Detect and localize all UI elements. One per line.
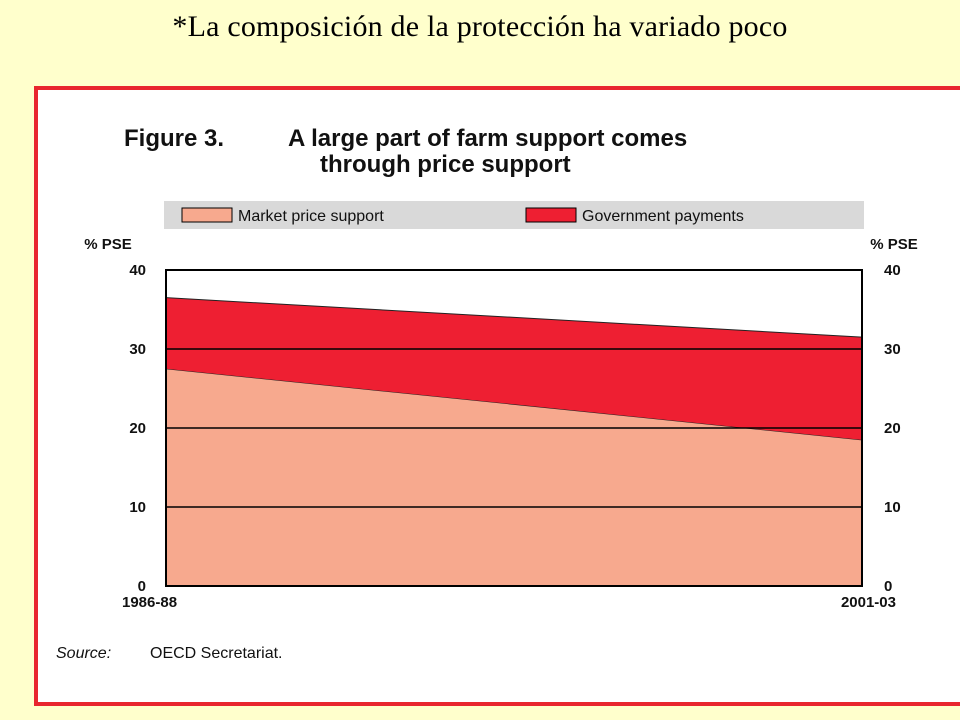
legend-background <box>164 201 864 229</box>
source-label: Source: <box>56 645 111 662</box>
legend-swatch-market-price-support <box>181 207 233 223</box>
legend-label-market-price-support: Market price support <box>238 208 384 225</box>
y-tick-left-30: 30 <box>129 341 146 358</box>
figure-frame: Figure 3. A large part of farm support c… <box>34 86 960 706</box>
y-tick-right-0: 0 <box>884 578 892 595</box>
area-edge-government-payments <box>165 297 863 338</box>
slide-title: *La composición de la protección ha vari… <box>172 10 788 43</box>
y-axis-unit-right: % PSE <box>870 236 918 253</box>
y-tick-right-10: 10 <box>884 499 901 516</box>
y-tick-right-20: 20 <box>884 420 901 437</box>
source-text: OECD Secretariat. <box>150 645 282 662</box>
x-tick-1986-88: 1986-88 <box>122 594 177 611</box>
y-tick-right-40: 40 <box>884 262 901 279</box>
legend-label-government-payments: Government payments <box>582 208 744 225</box>
y-tick-left-40: 40 <box>129 262 146 279</box>
y-tick-left-10: 10 <box>129 499 146 516</box>
legend-swatch-government-payments <box>525 207 577 223</box>
figure-number: Figure 3. <box>124 125 224 152</box>
chart-title-line-1: A large part of farm support comes <box>288 125 687 152</box>
area-government-payments <box>166 297 862 440</box>
chart: Figure 3. A large part of farm support c… <box>56 125 918 662</box>
y-tick-right-30: 30 <box>884 341 901 358</box>
x-tick-2001-03: 2001-03 <box>841 594 896 611</box>
y-axis-unit-left: % PSE <box>84 236 132 253</box>
area-market-price-support <box>166 368 862 586</box>
chart-title-line-2: through price support <box>320 151 571 178</box>
y-tick-left-20: 20 <box>129 420 146 437</box>
y-tick-left-0: 0 <box>138 578 146 595</box>
plot-frame <box>165 269 863 587</box>
